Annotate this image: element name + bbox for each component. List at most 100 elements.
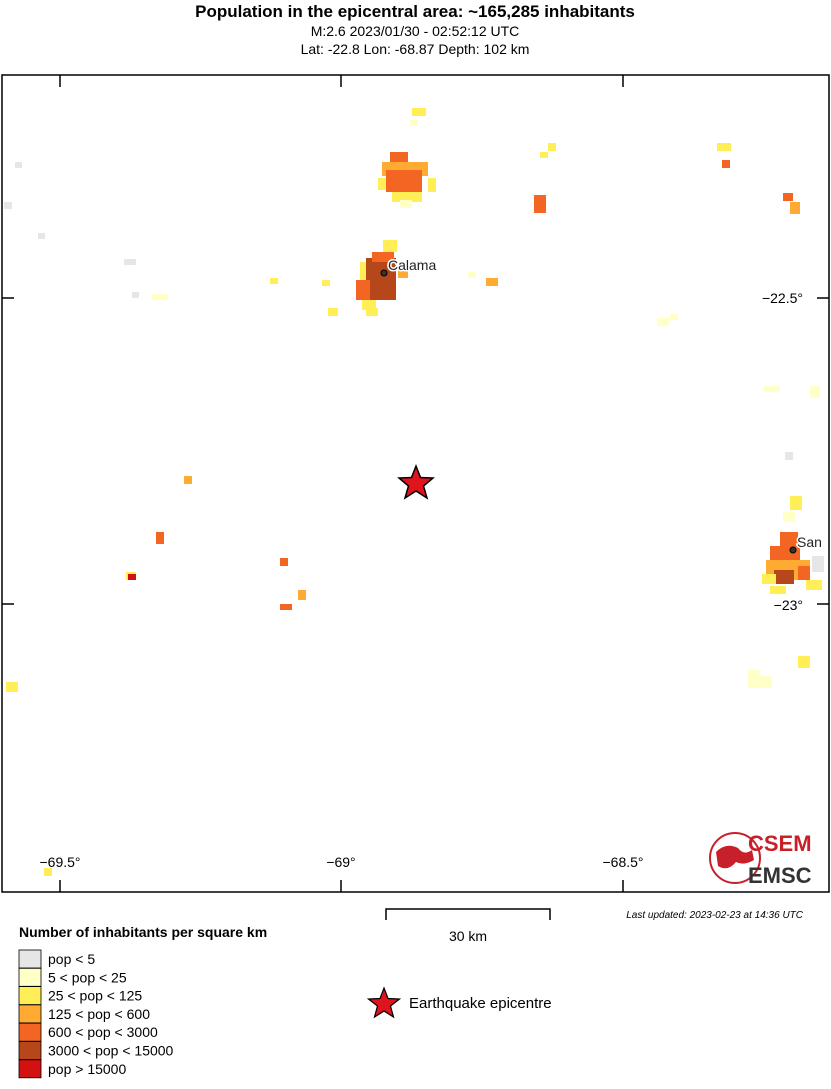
lon-label: −68.5° [602, 854, 643, 870]
population-cell [38, 233, 45, 239]
legend-label: pop < 5 [48, 951, 95, 967]
population-cell [764, 386, 780, 392]
population-cell [410, 120, 418, 126]
population-cell [360, 262, 370, 280]
population-cell [280, 604, 292, 610]
legend-label: 5 < pop < 25 [48, 969, 127, 985]
population-cell [383, 240, 397, 252]
population-cell [428, 178, 436, 192]
legend-swatch [18, 949, 42, 969]
population-cell [748, 670, 760, 688]
population-cell [392, 192, 422, 202]
legend-star [366, 986, 402, 1019]
population-cell [762, 574, 776, 584]
population-cell [280, 558, 288, 566]
logo: CSEM EMSC [709, 831, 812, 888]
population-cell [785, 452, 793, 460]
logo-text: CSEM [748, 831, 812, 856]
population-cell [386, 170, 422, 192]
population-cell [717, 143, 731, 151]
population-cell [366, 308, 378, 316]
population-cell [184, 476, 192, 484]
population-cell [468, 272, 476, 278]
population-cell [770, 586, 786, 594]
title: Population in the epicentral area: ~165,… [195, 2, 635, 21]
city-label: Calama [388, 257, 436, 273]
legend-swatch [18, 986, 42, 1005]
population-cell [760, 676, 772, 688]
logo-text: EMSC [748, 863, 812, 888]
population-cell [798, 656, 810, 668]
legend-label: pop > 15000 [48, 1061, 126, 1077]
scale-label: 30 km [449, 928, 487, 944]
population-cell [390, 152, 408, 162]
legend-swatch [18, 1041, 42, 1060]
population-cell [790, 202, 800, 214]
population-cell [810, 386, 820, 398]
last-updated: Last updated: 2023-02-23 at 14:36 UTC [626, 910, 804, 921]
population-cell [798, 566, 810, 580]
population-cell [806, 580, 822, 590]
map: −69.5° −69° −68.5° −22.5° −23° Calama Sa… [1, 74, 830, 893]
population-cell [15, 162, 22, 168]
population-cell [783, 193, 793, 201]
population-cell [128, 574, 136, 580]
lon-label: −69° [326, 854, 355, 870]
population-cell [270, 278, 278, 284]
legend-label: 600 < pop < 3000 [48, 1024, 158, 1040]
population-cell [774, 570, 794, 584]
legend-label: 25 < pop < 125 [48, 988, 142, 1004]
population-cell [4, 202, 12, 209]
legend: pop < 5 5 < pop < 25 25 < pop < 125 125 < p… [18, 949, 174, 1079]
legend-swatch [18, 967, 42, 987]
population-cell [548, 143, 556, 151]
population-cell [372, 252, 394, 262]
population-cell [540, 152, 548, 158]
legend-title: Number of inhabitants per square km [19, 924, 267, 940]
population-cell [412, 108, 426, 116]
lon-label: −69.5° [39, 854, 80, 870]
legend-swatch [18, 1022, 42, 1042]
legend-swatch [18, 1004, 42, 1024]
population-cells [4, 108, 824, 876]
population-cell [378, 178, 386, 190]
population-cell [152, 294, 168, 300]
population-cell [486, 278, 498, 286]
population-cell [670, 314, 678, 320]
population-cell [156, 532, 164, 544]
lat-label: −23° [774, 597, 803, 613]
population-cell [780, 532, 798, 546]
subtitle: Lat: -22.8 Lon: -68.87 Depth: 102 km [301, 41, 530, 57]
population-cell [790, 496, 802, 510]
legend-label: Earthquake epicentre [409, 995, 552, 1012]
population-cell [534, 195, 546, 213]
population-cell [783, 512, 795, 522]
population-cell [328, 308, 338, 316]
population-cell [356, 280, 370, 300]
scale-bar: 30 km [385, 908, 551, 944]
city-label: San [797, 534, 822, 550]
population-cell [366, 258, 396, 300]
population-cell [124, 259, 136, 265]
city-marker [380, 269, 388, 277]
legend-label: 3000 < pop < 15000 [48, 1043, 174, 1059]
subtitle: M:2.6 2023/01/30 - 02:52:12 UTC [311, 23, 520, 39]
lat-label: −22.5° [762, 290, 803, 306]
population-cell [812, 556, 824, 572]
population-cell [398, 268, 408, 278]
population-cell [722, 160, 730, 168]
population-cell [132, 292, 139, 298]
epicentre-star [397, 463, 435, 500]
population-cell [322, 280, 330, 286]
population-cell [400, 200, 412, 208]
population-cell [657, 318, 669, 326]
population-cell [6, 682, 18, 692]
population-cell [362, 300, 376, 310]
population-cell [298, 590, 306, 600]
legend-label: 125 < pop < 600 [48, 1006, 150, 1022]
population-cell [44, 868, 52, 876]
legend-swatch [18, 1059, 42, 1079]
map-ticks [2, 75, 829, 892]
city-marker [789, 546, 797, 554]
